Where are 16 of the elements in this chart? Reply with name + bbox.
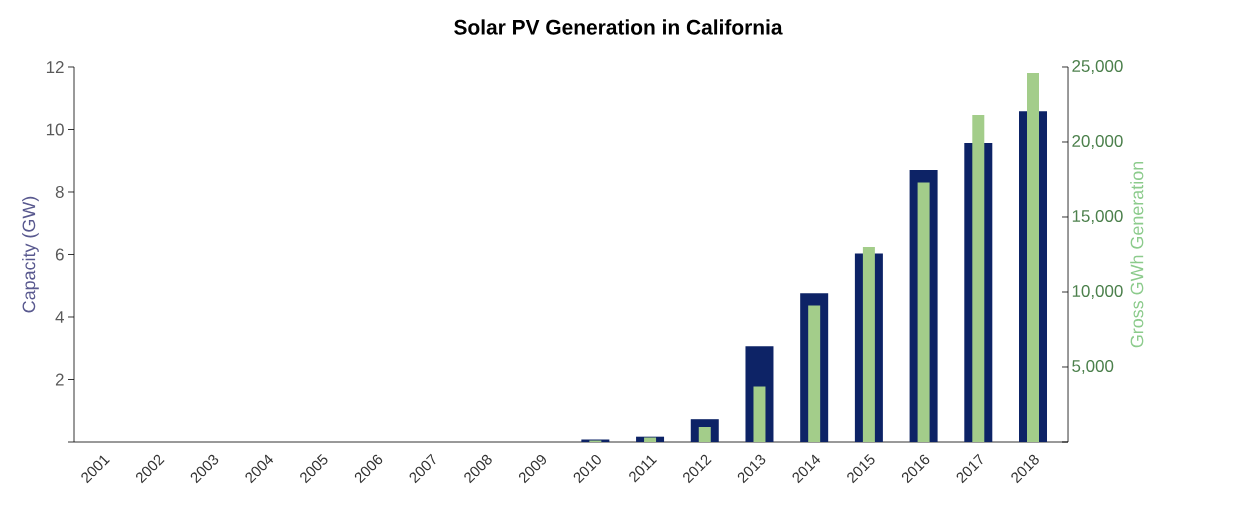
y-tick-label: 12 (46, 61, 64, 73)
y-tick-label: 2 (55, 373, 64, 386)
y2-axis-title: Gross GWh Generation (1130, 162, 1144, 348)
y-tick-label: 8 (55, 186, 64, 198)
y2-tick-label: 15,000 (1072, 210, 1123, 224)
chart-title: Solar PV Generation in California (454, 19, 783, 35)
y2-tick-label: 5,000 (1072, 360, 1114, 374)
y-axis-title: Capacity (GW) (22, 196, 39, 313)
bar (753, 386, 766, 442)
y2-tick-label: 10,000 (1072, 285, 1123, 299)
y2-tick-label: 25,000 (1072, 60, 1123, 74)
y2-tick-label: 20,000 (1072, 135, 1123, 149)
y-tick-label: 6 (55, 248, 64, 261)
y-tick-label: 10 (46, 123, 64, 136)
y-tick-label: 4 (55, 311, 64, 323)
bar (698, 427, 711, 442)
